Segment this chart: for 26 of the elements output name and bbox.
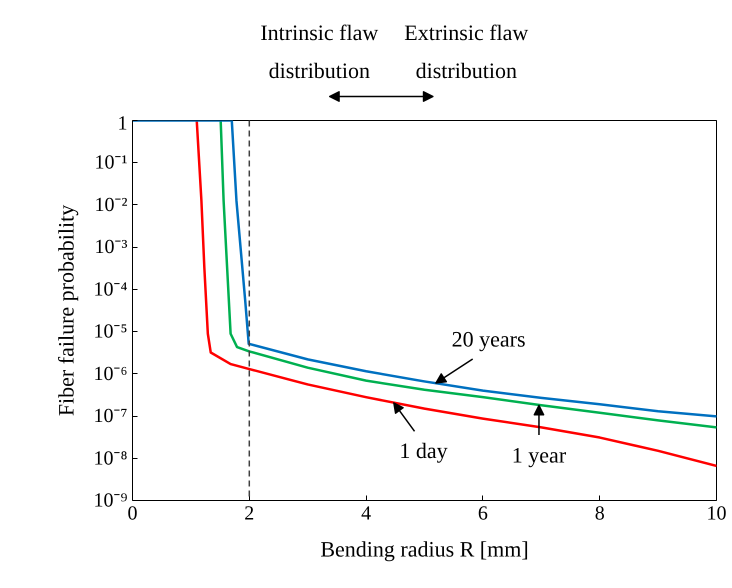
series-label: 1 year (512, 442, 567, 468)
x-tick-label: 8 (594, 502, 605, 524)
x-tick-label: 4 (361, 502, 372, 524)
line-series (219, 120, 716, 429)
x-tick-label: 6 (478, 502, 488, 524)
text: Extrinsic flaw distribution (404, 20, 528, 83)
y-tick-label: 10⁻³ (94, 236, 128, 258)
y-axis-title: Fiber failure probability (54, 204, 79, 416)
x-axis-title: Bending radius R [mm] (320, 536, 529, 562)
y-tick-label: 10⁻⁷ (94, 405, 128, 428)
text: Intrinsic flaw distribution (260, 20, 378, 83)
y-tick-label: 10⁻⁵ (94, 320, 128, 343)
y-tick-label: 10⁻⁹ (94, 490, 128, 512)
x-tick-label: 10 (706, 502, 726, 524)
y-tick-label: 10⁻² (94, 194, 128, 216)
x-tick-label: 2 (244, 502, 254, 524)
line-series (132, 120, 716, 418)
y-tick-label: 1 (118, 112, 128, 134)
x-tick-label: 0 (128, 502, 138, 524)
y-tick-label: 10⁻⁶ (94, 362, 128, 385)
y-tick-label: 10⁻⁴ (94, 278, 128, 300)
y-tick-label: 10⁻¹ (94, 152, 128, 174)
y-tick-label: 10⁻⁸ (94, 447, 128, 470)
line-series (195, 120, 716, 468)
series-label: 1 day (399, 438, 448, 464)
series-label: 20 years (452, 326, 526, 352)
